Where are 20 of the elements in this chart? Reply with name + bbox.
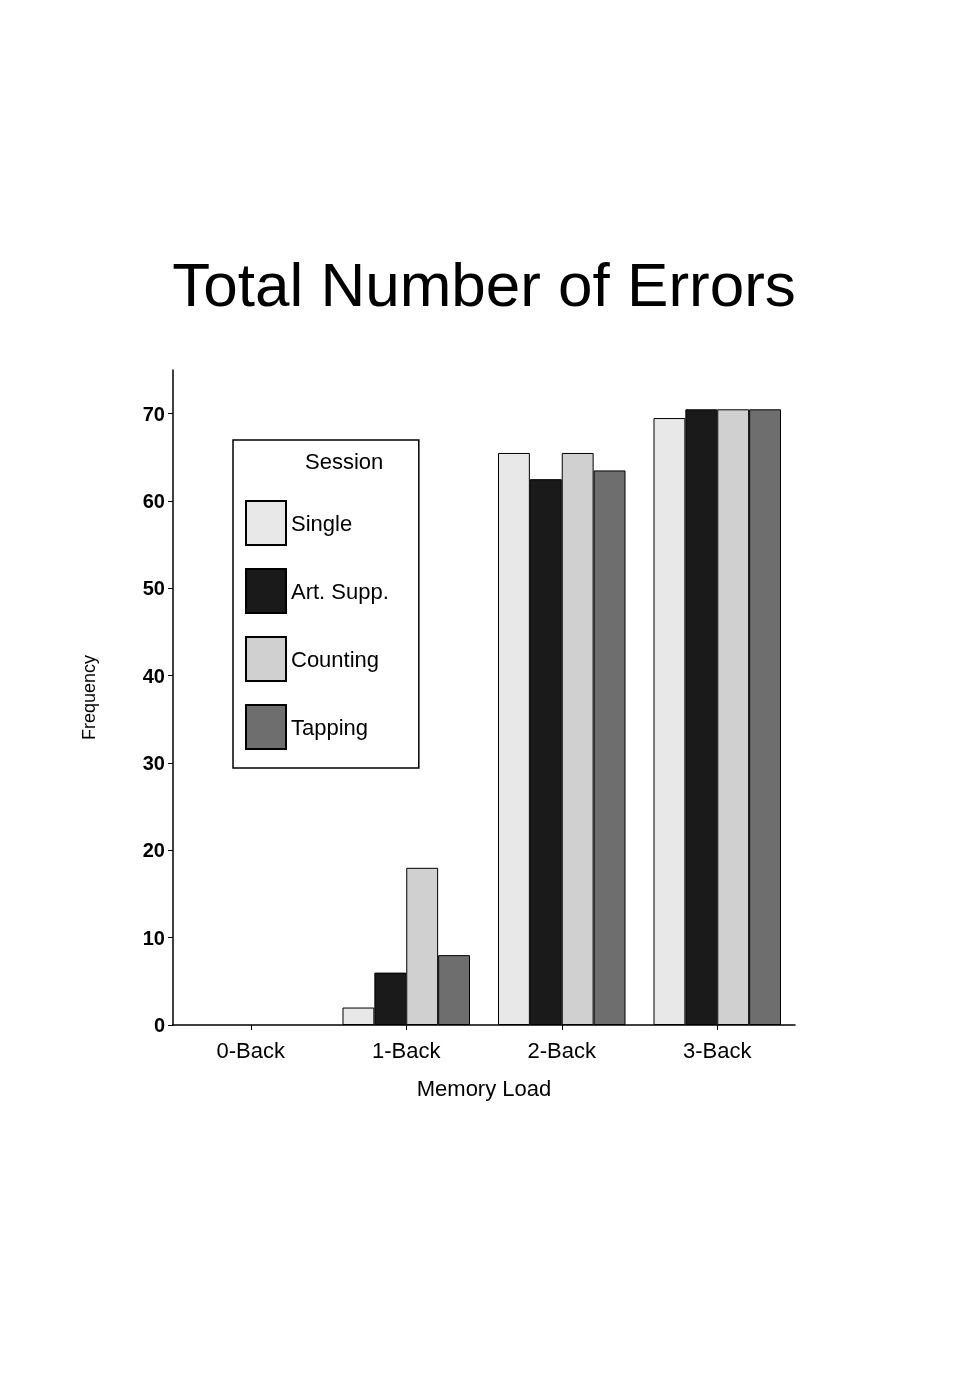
y-tick-label: 30	[142, 752, 165, 774]
legend-title: Session	[305, 448, 384, 474]
chart-title: Total Number of Errors	[172, 249, 796, 319]
x-tick-label: 2-Back	[527, 1037, 597, 1063]
y-tick-label: 20	[142, 839, 165, 862]
legend-label: Art. Supp.	[291, 578, 389, 604]
legend-label: Counting	[291, 646, 380, 672]
x-tick-label: 1-Back	[372, 1037, 442, 1063]
x-tick-label: 3-Back	[683, 1037, 753, 1063]
y-tick-label: 0	[153, 1014, 165, 1036]
y-tick-label: 40	[142, 664, 165, 687]
y-tick-label: 60	[142, 490, 165, 512]
y-tick-label: 10	[142, 926, 165, 949]
x-axis-title: Memory Load	[416, 1075, 552, 1101]
x-tick-label: 0-Back	[216, 1037, 286, 1063]
y-axis-title: Frequency	[79, 654, 99, 741]
legend-label: Tapping	[291, 714, 369, 740]
y-tick-label: 70	[142, 402, 165, 425]
legend-label: Single	[291, 510, 353, 536]
y-tick-label: 50	[142, 577, 165, 600]
